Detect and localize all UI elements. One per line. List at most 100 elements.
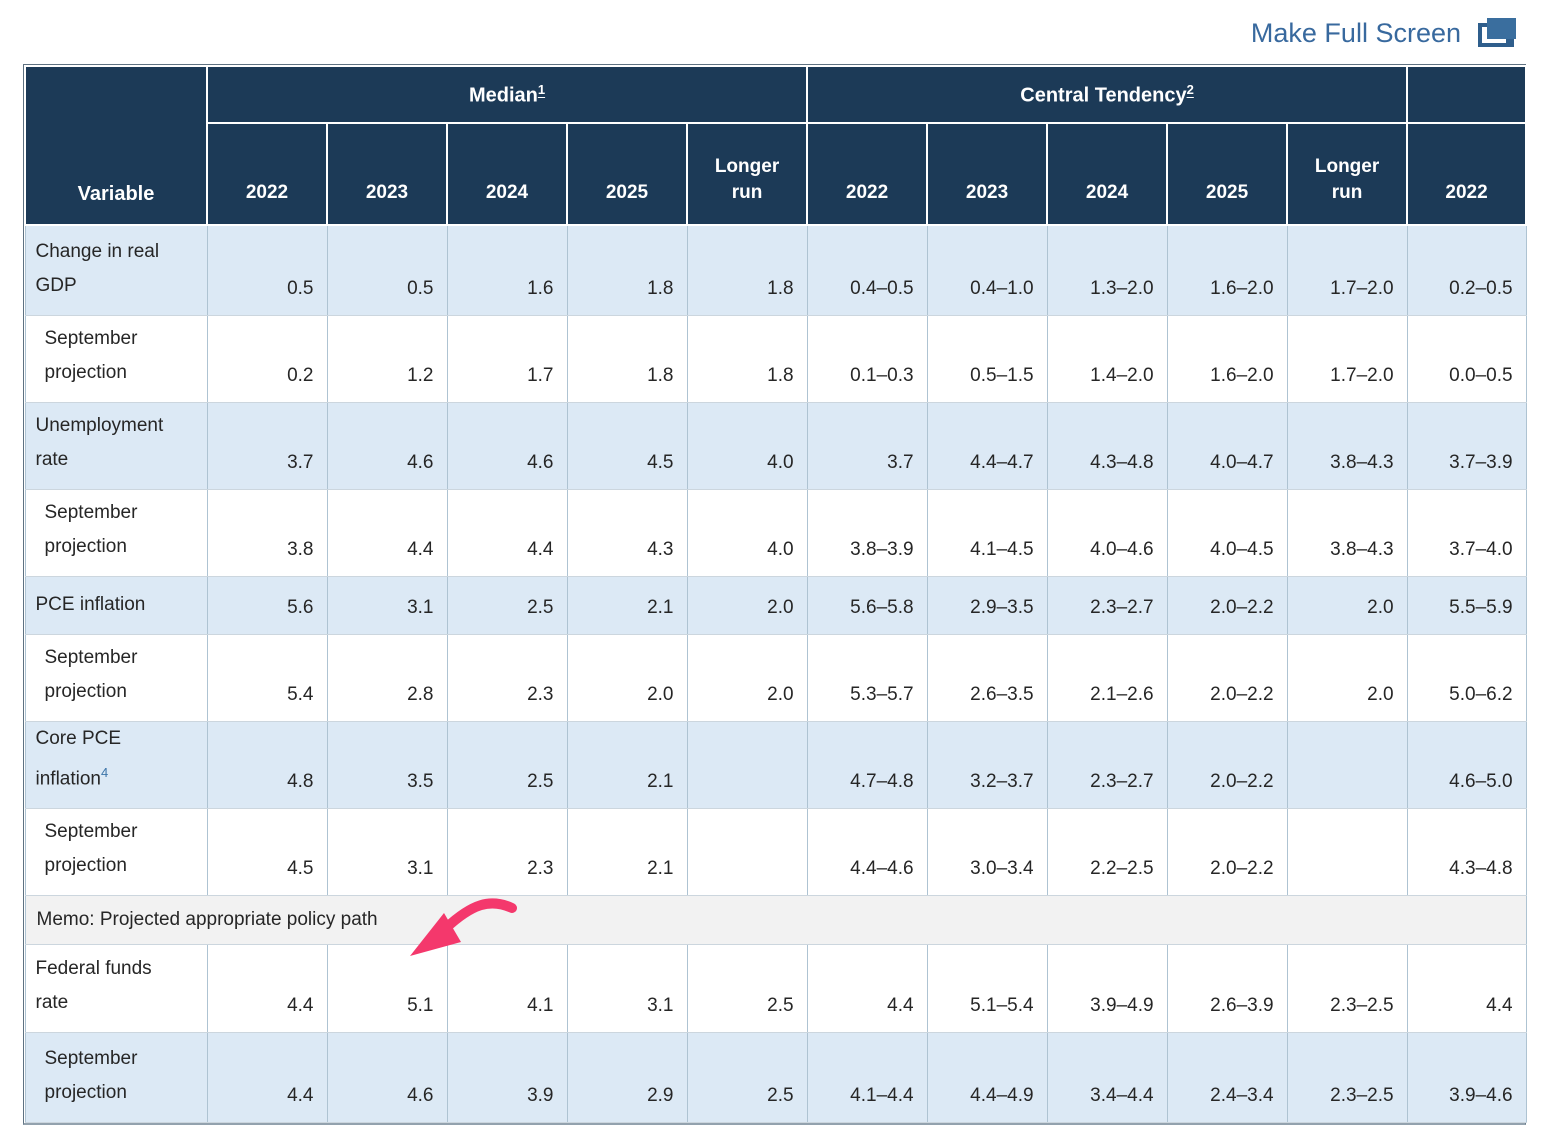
data-cell: 3.7 — [206, 401, 328, 490]
row-label-text: September projection — [45, 641, 180, 709]
data-cell: 0.1–0.3 — [806, 314, 928, 403]
fullscreen-icon[interactable] — [1476, 16, 1516, 50]
data-cell: 4.1–4.4 — [806, 1031, 928, 1123]
data-cell: 4.4 — [326, 488, 448, 577]
data-cell: 4.6 — [326, 1031, 448, 1123]
data-cell: 2.6–3.5 — [926, 633, 1048, 722]
data-cell — [686, 720, 808, 809]
year-header: 2025 — [566, 122, 688, 226]
data-cell: 3.1 — [326, 807, 448, 896]
data-cell: 2.2–2.5 — [1046, 807, 1168, 896]
data-cell: 4.4 — [206, 1031, 328, 1123]
make-full-screen-label[interactable]: Make Full Screen — [1250, 17, 1461, 48]
data-cell: 3.8–4.3 — [1286, 488, 1408, 577]
data-cell: 3.8–4.3 — [1286, 401, 1408, 490]
group-header-label: Median — [468, 84, 538, 107]
data-cell: 3.7–4.0 — [1406, 488, 1527, 577]
data-cell: 3.1 — [326, 575, 448, 635]
data-cell: 3.8 — [206, 488, 328, 577]
data-cell: 3.9 — [446, 1031, 568, 1123]
year-header-label: 2024 — [485, 182, 529, 203]
data-cell: 2.0–2.2 — [1166, 807, 1288, 896]
row-label: September projection — [24, 488, 208, 577]
row-label: September projection — [24, 314, 208, 403]
data-cell: 4.1–4.5 — [926, 488, 1048, 577]
data-cell: 2.6–3.9 — [1166, 943, 1288, 1033]
row-label-inner: September projection — [44, 646, 138, 702]
year-header-label: 2022 — [1445, 182, 1488, 203]
data-cell: 0.2–0.5 — [1406, 224, 1527, 316]
data-cell: 4.4 — [806, 943, 928, 1033]
data-cell — [1286, 720, 1408, 809]
year-header-label: 2022 — [245, 182, 289, 203]
data-cell: 2.9 — [566, 1031, 688, 1123]
data-cell: 4.4 — [206, 943, 328, 1033]
data-cell: 3.5 — [326, 720, 448, 809]
data-cell: 2.0 — [686, 575, 808, 635]
data-cell: 0.4–0.5 — [806, 224, 928, 316]
footnote-link[interactable]: 1 — [537, 81, 546, 97]
row-label-text: September projection — [45, 496, 180, 564]
data-cell: 2.3–2.7 — [1046, 575, 1168, 635]
data-cell: 2.0–2.2 — [1166, 720, 1288, 809]
header-group-row: Variable Median1 Central Tendency2 — [24, 65, 1528, 226]
data-cell: 4.3–4.8 — [1406, 807, 1527, 896]
data-cell: 3.9–4.9 — [1046, 943, 1168, 1033]
data-cell: 1.2 — [326, 314, 448, 403]
year-header: Longer run — [685, 122, 809, 226]
group-header-range — [1406, 65, 1528, 124]
year-header: 2025 — [1166, 122, 1289, 226]
data-cell: 2.0 — [1286, 633, 1408, 722]
table-row: September projection 4.5 3.1 2.3 2.1 4.4–4.6 3… — [24, 807, 1527, 896]
table-row: Unemployment rate 3.7 4.6 4.6 4.5 4.0 3.7 4.4–4… — [24, 401, 1527, 490]
year-header-label: 2025 — [1205, 182, 1249, 203]
data-cell: 0.2 — [206, 314, 328, 403]
data-cell: 1.8 — [566, 314, 688, 403]
group-header-median: Median1 — [205, 65, 809, 124]
data-cell: 2.3–2.5 — [1286, 1031, 1408, 1123]
row-label: PCE inflation — [24, 575, 208, 635]
data-cell: 2.1 — [566, 807, 688, 896]
data-cell: 4.0–4.7 — [1166, 401, 1288, 490]
table-row: Change in real GDP 0.5 0.5 1.6 1.8 1.8 0.4–0.5… — [24, 224, 1527, 316]
data-cell: 4.3 — [566, 488, 688, 577]
data-cell: 4.4–4.6 — [806, 807, 928, 896]
row-label-text: Unemployment rate — [36, 409, 171, 477]
footnote-link[interactable]: 2 — [1186, 81, 1194, 97]
year-header: 2022 — [1406, 122, 1528, 226]
data-cell: 4.6 — [446, 401, 568, 490]
row-label-text: September projection — [45, 815, 180, 883]
data-cell: 2.1 — [566, 720, 688, 809]
data-cell: 2.3–2.7 — [1046, 720, 1168, 809]
footnote-link[interactable]: 4 — [101, 764, 109, 780]
row-label-inner: Federal funds rate — [35, 957, 152, 1013]
data-cell: 2.0 — [566, 633, 688, 722]
data-cell: 1.7 — [446, 314, 568, 403]
row-label-text: Change in real GDP — [36, 235, 171, 303]
row-label: September projection — [24, 1031, 208, 1123]
data-cell: 1.7–2.0 — [1286, 224, 1408, 316]
data-cell: 1.6 — [446, 224, 568, 316]
year-header-label: 2023 — [365, 182, 409, 203]
data-cell: 3.9–4.6 — [1406, 1031, 1527, 1123]
data-cell: 3.4–4.4 — [1046, 1031, 1168, 1123]
data-cell: 1.8 — [686, 224, 808, 316]
data-cell: 4.4 — [446, 488, 568, 577]
row-label-text: September projection — [45, 1042, 180, 1110]
data-cell: 4.5 — [566, 401, 688, 490]
data-cell: 0.5 — [326, 224, 448, 316]
year-header: 2024 — [1046, 122, 1169, 226]
data-cell: 2.0 — [686, 633, 808, 722]
row-label: September projection — [24, 633, 208, 722]
data-cell: 2.3 — [446, 633, 568, 722]
make-full-screen-link[interactable]: Make Full Screen — [1251, 16, 1516, 50]
data-cell: 1.3–2.0 — [1046, 224, 1168, 316]
data-cell: 4.1 — [446, 943, 568, 1033]
data-cell: 4.3–4.8 — [1046, 401, 1168, 490]
row-label: Unemployment rate — [24, 401, 208, 490]
row-label-inner: PCE inflation — [35, 593, 146, 615]
variable-header: Variable — [24, 65, 208, 226]
data-cell: 0.0–0.5 — [1406, 314, 1527, 403]
data-cell: 2.0 — [1286, 575, 1408, 635]
year-header-label: 2025 — [605, 182, 649, 203]
